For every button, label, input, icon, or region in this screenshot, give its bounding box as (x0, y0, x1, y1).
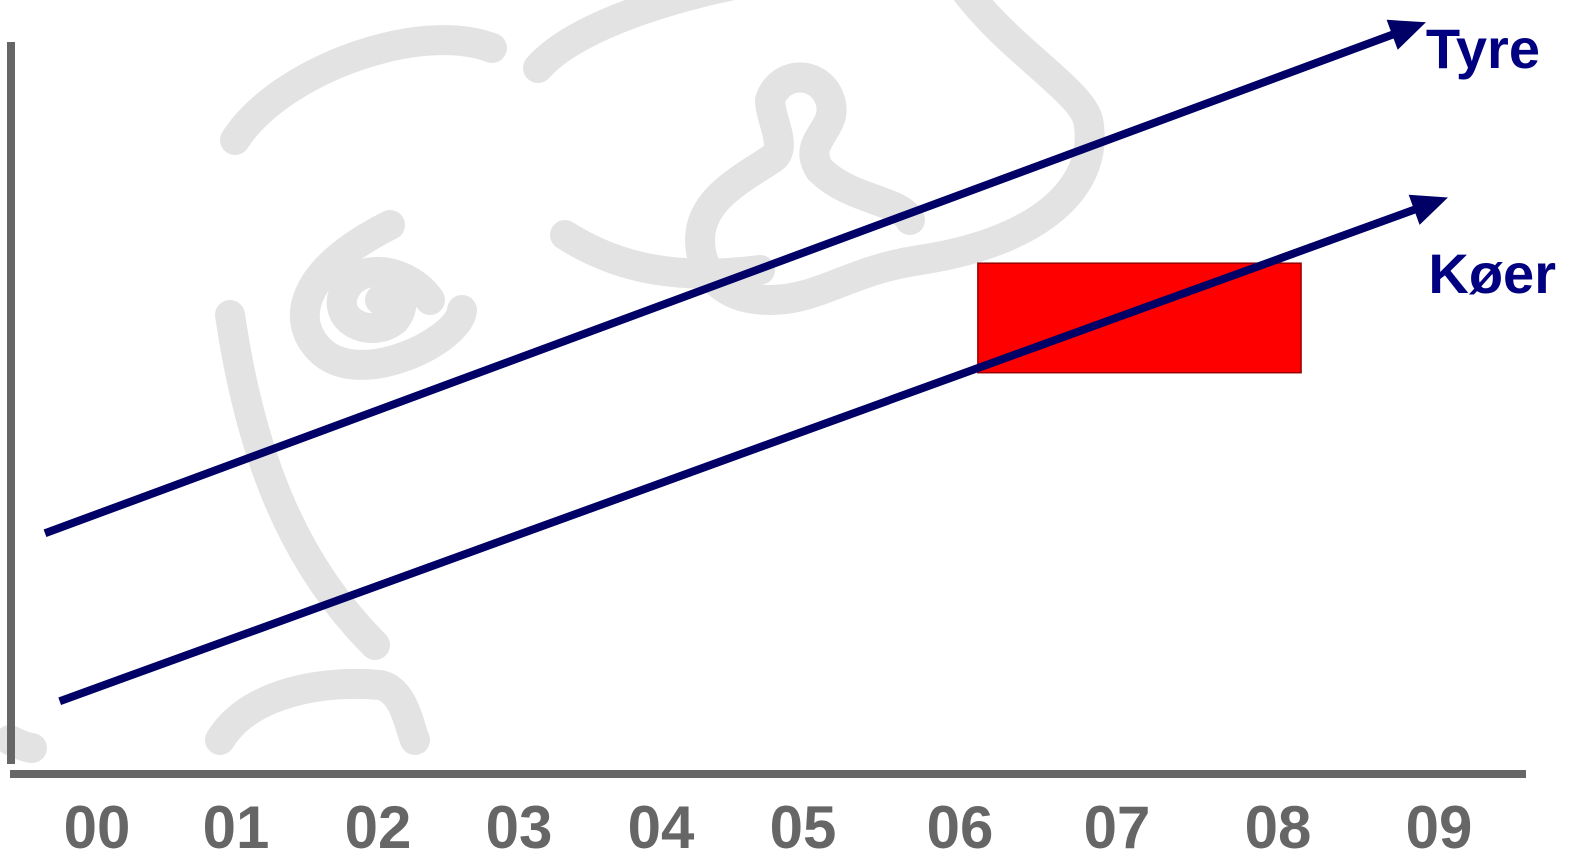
series-label-koer: Køer (1428, 242, 1556, 305)
series-arrowhead-koer (1408, 194, 1448, 225)
highlight-box (977, 262, 1302, 374)
x-tick-label-02: 02 (345, 794, 412, 857)
x-tick-label-05: 05 (770, 794, 837, 857)
series-arrowhead-tyre (1386, 19, 1426, 50)
series-line-tyre (43, 29, 1398, 538)
series-label-tyre: Tyre (1426, 17, 1540, 80)
x-tick-label-03: 03 (486, 794, 553, 857)
x-tick-label-09: 09 (1406, 794, 1473, 857)
x-tick-label-06: 06 (927, 794, 994, 857)
series-labels: Tyre Køer (1426, 17, 1556, 305)
highlight-box-layer (977, 262, 1302, 374)
series-line-koer (58, 204, 1420, 705)
series-layer (43, 19, 1448, 705)
x-tick-label-04: 04 (628, 794, 695, 857)
watermark-swirl-decoration (0, 0, 1105, 763)
x-tick-labels: 00 01 02 03 04 05 06 07 08 09 (64, 794, 1473, 857)
x-tick-label-08: 08 (1245, 794, 1312, 857)
x-tick-label-07: 07 (1084, 794, 1151, 857)
x-tick-label-00: 00 (64, 794, 131, 857)
x-tick-label-01: 01 (203, 794, 270, 857)
